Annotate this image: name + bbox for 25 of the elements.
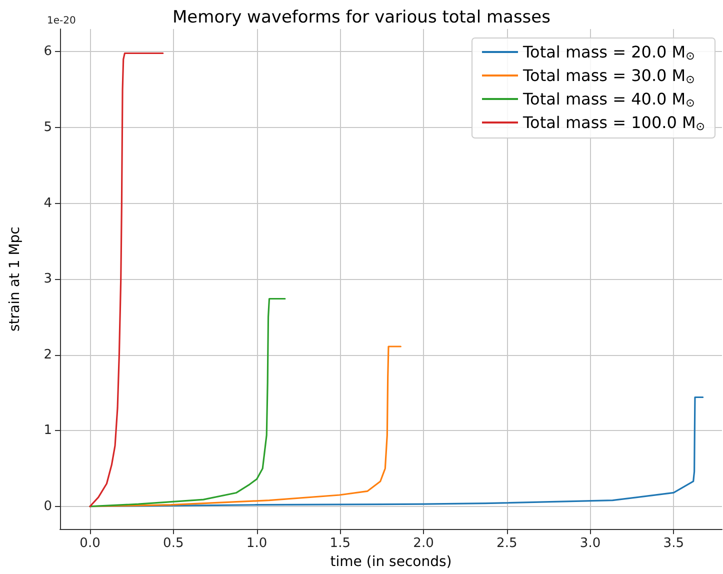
- legend-label: Total mass = 100.0 M⊙: [522, 113, 705, 133]
- y-tick-label: 2: [44, 347, 52, 362]
- legend-label: Total mass = 20.0 M⊙: [522, 42, 695, 62]
- x-tick-label: 1.5: [330, 536, 350, 552]
- legend-label: Total mass = 30.0 M⊙: [522, 66, 695, 86]
- y-tick-label: 6: [44, 44, 52, 60]
- legend-label: Total mass = 40.0 M⊙: [522, 90, 695, 110]
- y-tick-label: 0: [44, 498, 52, 514]
- x-tick-label: 0.0: [80, 536, 100, 552]
- y-tick-label: 1: [44, 423, 52, 438]
- y-tick-label: 4: [44, 196, 52, 211]
- y-tick-label: 5: [44, 120, 52, 136]
- chart-title: Memory waveforms for various total masses: [172, 8, 551, 28]
- x-tick-label: 3.0: [580, 536, 601, 552]
- line-series: [89, 52, 164, 508]
- x-tick-label: 2.0: [413, 536, 434, 552]
- x-tick-label: 2.5: [496, 536, 518, 552]
- x-tick-label: 1.0: [246, 536, 268, 552]
- y-axis-title: strain at 1 Mpc: [7, 226, 23, 332]
- y-tick-label: 3: [44, 272, 52, 287]
- text: 1e-20: [47, 16, 76, 26]
- x-tick-label: 3.5: [663, 536, 684, 552]
- x-tick-label: 0.5: [163, 536, 184, 552]
- x-axis-title: time (in seconds): [330, 554, 452, 570]
- line-series: [89, 298, 286, 508]
